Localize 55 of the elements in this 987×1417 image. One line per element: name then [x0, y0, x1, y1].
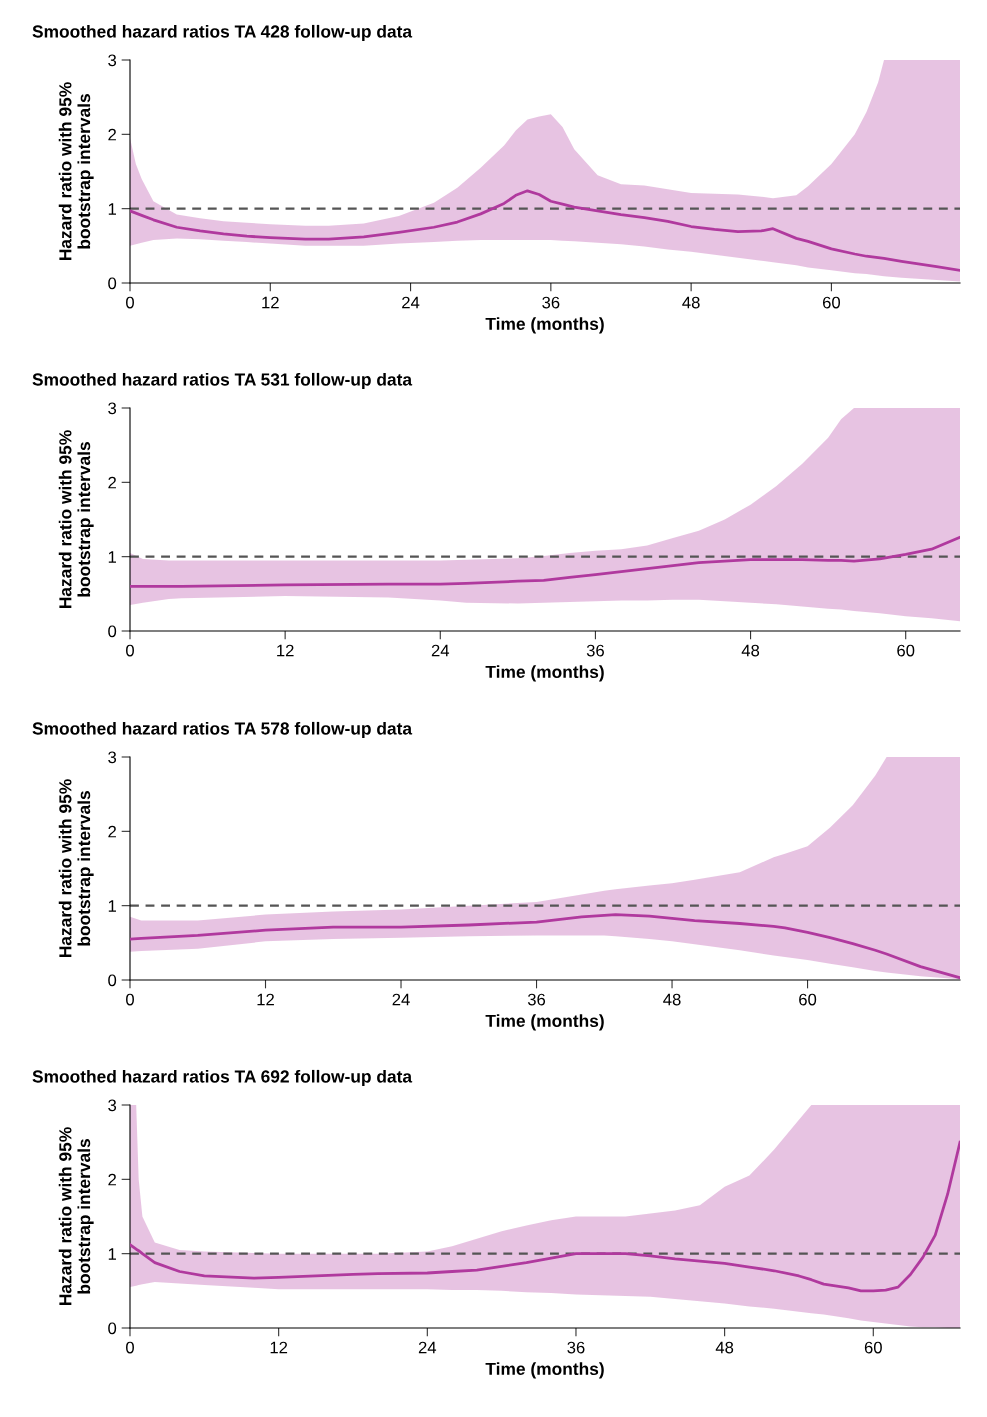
x-tick-label: 60: [799, 993, 817, 1006]
x-tick-label: 24: [418, 1341, 437, 1354]
x-tick-label: 36: [542, 296, 560, 309]
chart-title: Smoothed hazard ratios TA 578 follow-up data: [32, 721, 413, 739]
x-axis-title: Time (months): [485, 1362, 604, 1379]
x-tick-label: 36: [567, 1341, 585, 1354]
y-tick-label: 3: [108, 1099, 117, 1112]
x-tick-label: 48: [663, 993, 681, 1006]
x-tick-label: 12: [270, 1341, 288, 1354]
x-tick-label: 36: [586, 644, 604, 657]
y-tick-label: 2: [108, 825, 116, 838]
x-tick-label: 0: [126, 644, 134, 657]
x-tick-label: 48: [715, 1341, 734, 1354]
y-tick-label: 1: [108, 551, 116, 563]
x-tick-label: 48: [741, 644, 760, 657]
y-axis-title: Hazard ratio with 95% bootstrap intervals: [58, 1127, 94, 1306]
y-tick-label: 1: [108, 1248, 116, 1260]
chart-title: Smoothed hazard ratios TA 428 follow-up data: [32, 24, 413, 42]
x-tick-label: 60: [864, 1341, 882, 1354]
line-series: [130, 189, 960, 272]
line-series: [130, 1140, 960, 1293]
x-tick-label: 12: [257, 993, 274, 1006]
y-tick-label: 0: [108, 277, 117, 290]
y-axis-title: Hazard ratio with 95% bootstrap intervals: [58, 430, 94, 609]
chart-title: Smoothed hazard ratios TA 692 follow-up data: [32, 1069, 413, 1087]
x-tick-label: 12: [262, 296, 279, 309]
x-tick-label: 12: [277, 644, 294, 657]
x-axis-title: Time (months): [485, 665, 604, 682]
x-tick-label: 60: [897, 644, 915, 657]
y-tick-label: 1: [108, 900, 116, 912]
y-tick-label: 2: [108, 128, 116, 141]
y-tick-label: 0: [108, 625, 117, 638]
x-tick-label: 24: [431, 644, 450, 657]
y-tick-label: 1: [108, 203, 116, 215]
x-tick-label: 24: [392, 993, 410, 1006]
y-tick-label: 0: [108, 974, 117, 987]
line-series: [130, 535, 960, 588]
x-tick-label: 24: [402, 296, 420, 309]
x-tick-label: 36: [527, 993, 546, 1006]
x-tick-label: 0: [126, 993, 134, 1006]
y-axis-title: Hazard ratio with 95% bootstrap intervals: [58, 82, 94, 261]
x-axis-title: Time (months): [485, 1014, 604, 1031]
x-tick-label: 0: [126, 1341, 134, 1354]
y-tick-label: 3: [108, 751, 117, 764]
y-tick-label: 2: [108, 1173, 116, 1186]
y-tick-label: 0: [108, 1322, 117, 1335]
x-tick-label: 48: [682, 296, 700, 309]
x-axis-title: Time (months): [485, 317, 604, 334]
y-tick-label: 2: [108, 476, 116, 489]
x-tick-label: 0: [126, 296, 134, 309]
chart-title: Smoothed hazard ratios TA 531 follow-up data: [32, 372, 413, 390]
y-tick-label: 3: [108, 54, 117, 67]
y-axis-title: Hazard ratio with 95% bootstrap intervals: [58, 779, 94, 958]
x-tick-label: 60: [822, 296, 841, 309]
y-tick-label: 3: [108, 402, 117, 415]
